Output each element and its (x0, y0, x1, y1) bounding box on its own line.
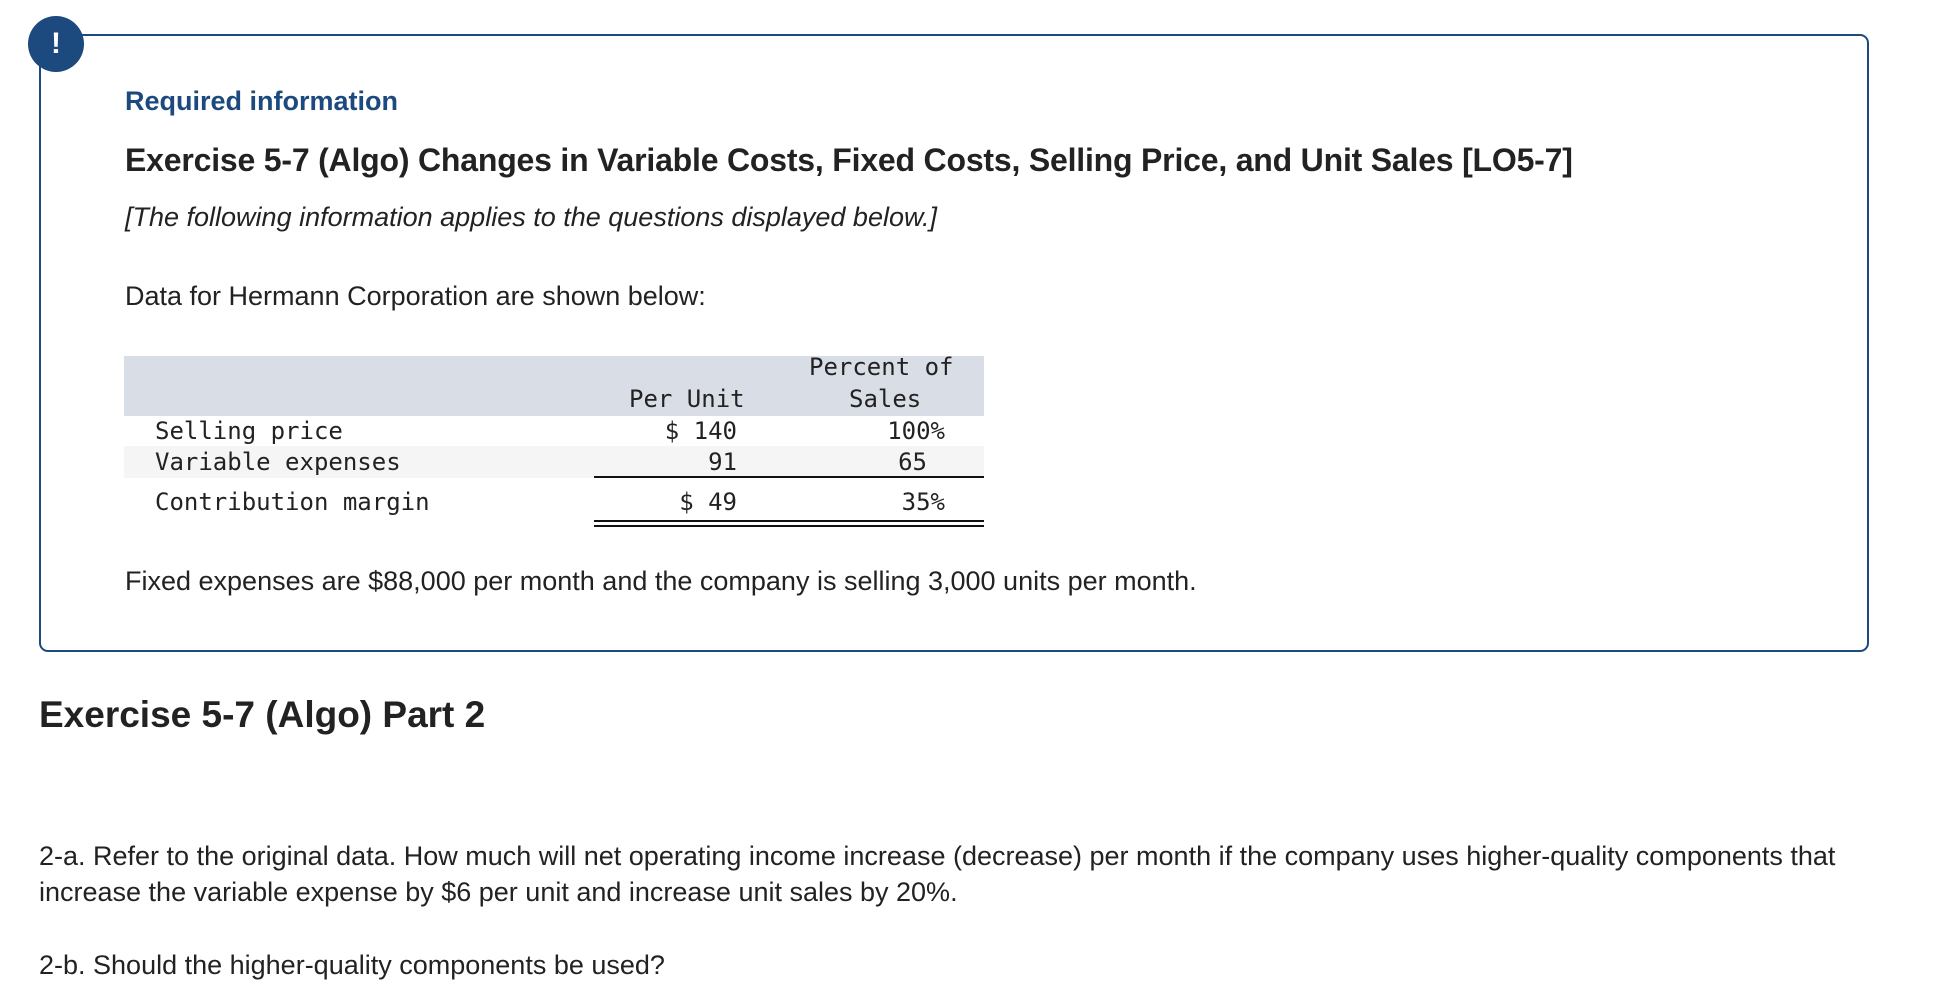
row-contribution-margin-percent: 35% (901, 488, 945, 516)
exclamation-icon: ! (28, 16, 84, 72)
subtotal-underline (594, 476, 984, 478)
data-intro-text: Data for Hermann Corporation are shown b… (125, 281, 706, 311)
row-contribution-margin-per-unit: $ 49 (679, 488, 737, 516)
part-title: Exercise 5-7 (Algo) Part 2 (39, 694, 486, 735)
row-label-variable-expenses: Variable expenses (155, 448, 401, 476)
fixed-expenses-text: Fixed expenses are $88,000 per month and… (125, 566, 1197, 596)
contribution-margin-table: Per Unit Percent of Sales Selling price … (124, 353, 984, 536)
question-2b: 2-b. Should the higher-quality component… (39, 950, 665, 980)
header-per-unit: Per Unit (629, 385, 745, 413)
row-label-selling-price: Selling price (155, 417, 343, 445)
exercise-note: [The following information applies to th… (125, 202, 937, 232)
row-selling-price-percent: 100% (887, 417, 945, 445)
table-header-band (124, 356, 984, 416)
exercise-title: Exercise 5-7 (Algo) Changes in Variable … (125, 142, 1573, 178)
total-double-underline-top (594, 520, 984, 522)
header-percent-of: Percent of (809, 353, 954, 381)
row-label-contribution-margin: Contribution margin (155, 488, 430, 516)
required-information-box (39, 34, 1869, 652)
row-variable-expenses-percent: 65 (898, 448, 927, 476)
header-sales: Sales (849, 385, 922, 413)
required-information-label: Required information (125, 86, 399, 116)
exclamation-glyph: ! (51, 27, 61, 60)
row-selling-price-per-unit: $ 140 (664, 417, 737, 445)
question-2a: 2-a. Refer to the original data. How muc… (39, 841, 1836, 907)
total-double-underline-bottom (594, 525, 984, 527)
table-row-alt-band (124, 446, 984, 478)
row-variable-expenses-per-unit: 91 (708, 448, 737, 476)
